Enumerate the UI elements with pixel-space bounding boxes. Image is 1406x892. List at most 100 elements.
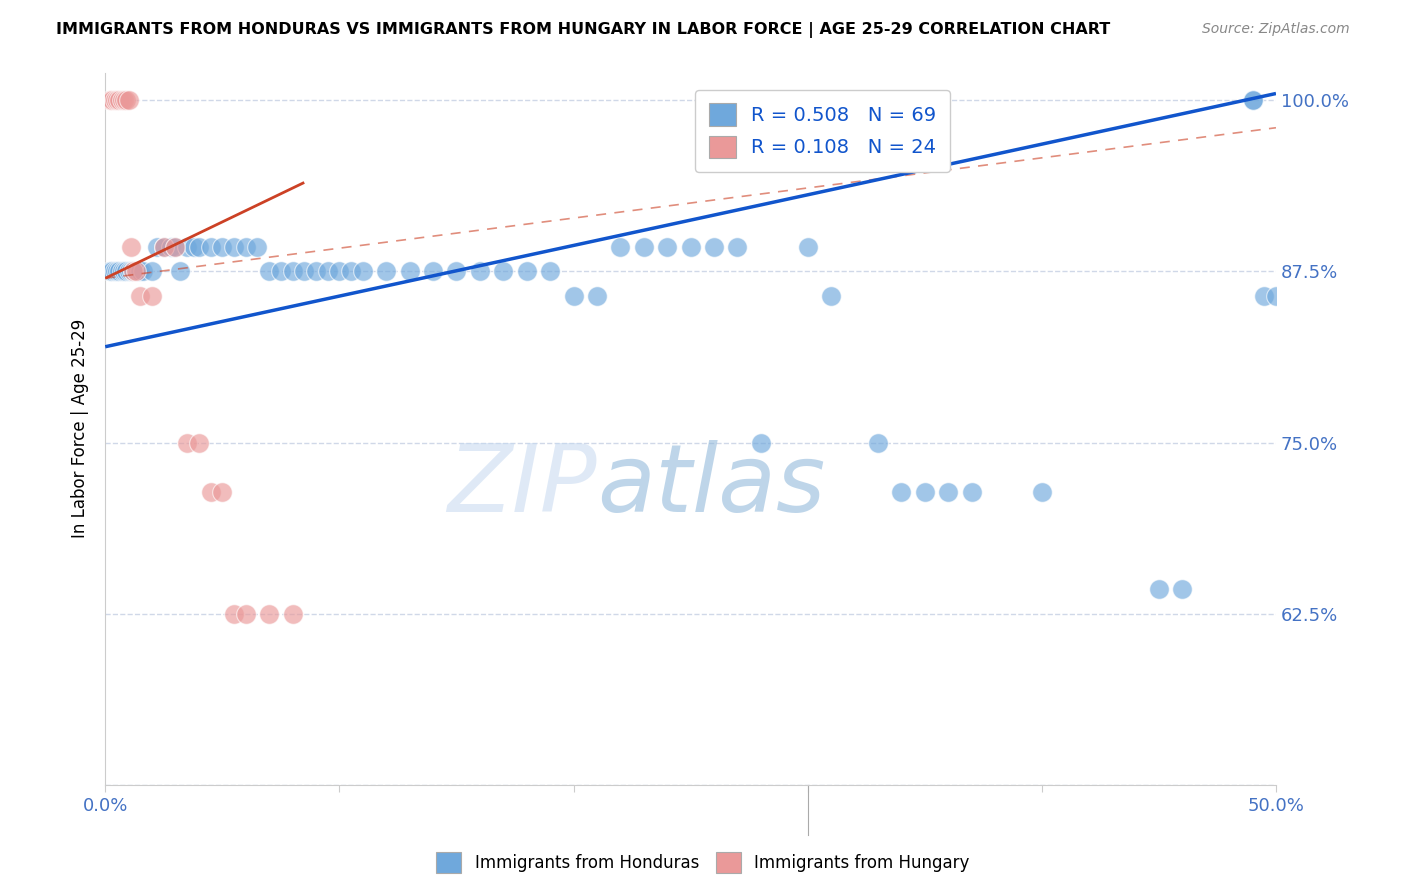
Point bbox=[122, 264, 145, 278]
Point bbox=[200, 240, 222, 254]
Point bbox=[110, 264, 132, 278]
Point bbox=[796, 240, 818, 254]
Point bbox=[124, 264, 146, 278]
Point bbox=[187, 435, 209, 450]
Point bbox=[124, 264, 146, 278]
Point bbox=[1241, 94, 1264, 108]
Point bbox=[129, 264, 152, 278]
Point bbox=[866, 435, 889, 450]
Point bbox=[98, 94, 121, 108]
Point bbox=[131, 264, 153, 278]
Point bbox=[222, 607, 245, 621]
Point bbox=[141, 289, 163, 303]
Point bbox=[1147, 582, 1170, 596]
Legend: Immigrants from Honduras, Immigrants from Hungary: Immigrants from Honduras, Immigrants fro… bbox=[430, 846, 976, 880]
Point bbox=[112, 94, 135, 108]
Point bbox=[703, 240, 725, 254]
Legend: R = 0.508   N = 69, R = 0.108   N = 24: R = 0.508 N = 69, R = 0.108 N = 24 bbox=[695, 90, 950, 171]
Point bbox=[112, 264, 135, 278]
Point bbox=[222, 240, 245, 254]
Point bbox=[657, 240, 679, 254]
Point bbox=[235, 240, 257, 254]
Point bbox=[538, 264, 561, 278]
Point bbox=[352, 264, 374, 278]
Point bbox=[108, 94, 131, 108]
Point bbox=[633, 240, 655, 254]
Point bbox=[609, 240, 631, 254]
Point bbox=[281, 264, 304, 278]
Point bbox=[115, 264, 138, 278]
Point bbox=[105, 264, 128, 278]
Point bbox=[890, 484, 912, 499]
Point bbox=[492, 264, 515, 278]
Point bbox=[117, 94, 139, 108]
Text: atlas: atlas bbox=[598, 441, 825, 532]
Point bbox=[270, 264, 292, 278]
Point bbox=[105, 94, 128, 108]
Point bbox=[1241, 94, 1264, 108]
Point bbox=[129, 289, 152, 303]
Point bbox=[562, 289, 585, 303]
Point bbox=[960, 484, 983, 499]
Point bbox=[211, 240, 233, 254]
Point bbox=[101, 94, 124, 108]
Point bbox=[145, 240, 167, 254]
Point bbox=[1265, 289, 1288, 303]
Point bbox=[305, 264, 328, 278]
Point bbox=[257, 607, 280, 621]
Point bbox=[1171, 582, 1194, 596]
Point bbox=[115, 94, 138, 108]
Point bbox=[446, 264, 468, 278]
Point bbox=[176, 240, 198, 254]
Y-axis label: In Labor Force | Age 25-29: In Labor Force | Age 25-29 bbox=[72, 319, 89, 539]
Point bbox=[183, 240, 205, 254]
Point bbox=[110, 94, 132, 108]
Point bbox=[281, 607, 304, 621]
Point bbox=[101, 264, 124, 278]
Point bbox=[159, 240, 181, 254]
Text: Source: ZipAtlas.com: Source: ZipAtlas.com bbox=[1202, 22, 1350, 37]
Point bbox=[165, 240, 187, 254]
Point bbox=[257, 264, 280, 278]
Text: ZIP: ZIP bbox=[447, 441, 598, 532]
Point bbox=[108, 264, 131, 278]
Point bbox=[586, 289, 609, 303]
Point bbox=[820, 289, 842, 303]
Point bbox=[187, 240, 209, 254]
Point bbox=[398, 264, 420, 278]
Point bbox=[211, 484, 233, 499]
Point bbox=[246, 240, 269, 254]
Point bbox=[375, 264, 398, 278]
Point bbox=[340, 264, 363, 278]
Point bbox=[103, 264, 125, 278]
Point bbox=[169, 264, 191, 278]
Point bbox=[235, 607, 257, 621]
Point bbox=[103, 94, 125, 108]
Point bbox=[914, 484, 936, 499]
Point bbox=[120, 240, 142, 254]
Point bbox=[141, 264, 163, 278]
Point bbox=[152, 240, 174, 254]
Point bbox=[936, 484, 959, 499]
Text: IMMIGRANTS FROM HONDURAS VS IMMIGRANTS FROM HUNGARY IN LABOR FORCE | AGE 25-29 C: IMMIGRANTS FROM HONDURAS VS IMMIGRANTS F… bbox=[56, 22, 1111, 38]
Point bbox=[1031, 484, 1053, 499]
Point bbox=[316, 264, 339, 278]
Point bbox=[328, 264, 350, 278]
Point bbox=[1253, 289, 1275, 303]
Point bbox=[122, 264, 145, 278]
Point bbox=[98, 264, 121, 278]
Point bbox=[749, 435, 772, 450]
Point bbox=[117, 264, 139, 278]
Point bbox=[679, 240, 702, 254]
Point bbox=[292, 264, 315, 278]
Point bbox=[152, 240, 174, 254]
Point bbox=[468, 264, 491, 278]
Point bbox=[176, 435, 198, 450]
Point bbox=[165, 240, 187, 254]
Point bbox=[516, 264, 538, 278]
Point bbox=[200, 484, 222, 499]
Point bbox=[127, 264, 149, 278]
Point bbox=[120, 264, 142, 278]
Point bbox=[422, 264, 444, 278]
Point bbox=[725, 240, 748, 254]
